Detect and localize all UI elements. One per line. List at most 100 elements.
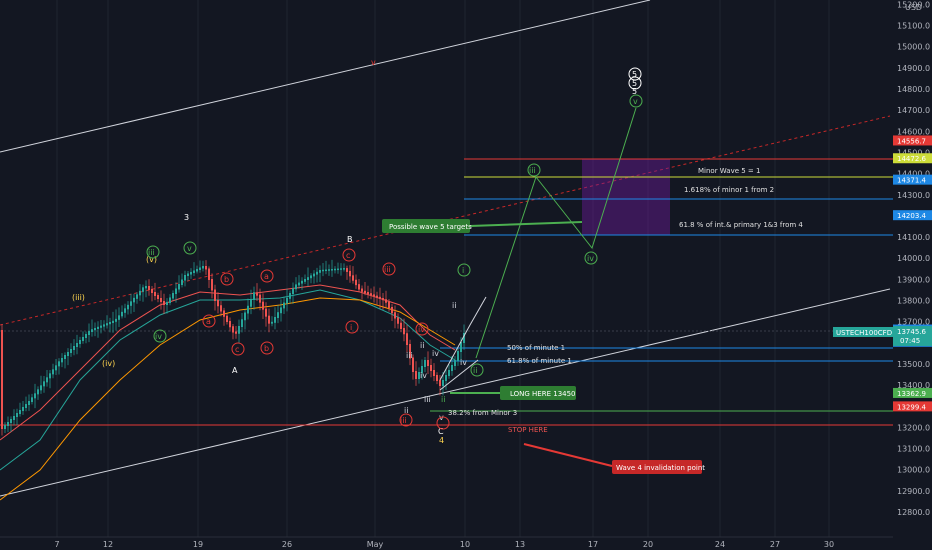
trend-channel[interactable] [0,0,891,497]
candle-body [4,425,6,429]
candle-body [142,287,144,292]
candle-body [319,270,321,273]
wave4-invalidation-callout[interactable]: Wave 4 invalidation point [612,460,705,474]
candle-body [55,365,57,371]
target-zone[interactable] [582,159,670,235]
svg-text:iii: iii [148,248,155,257]
candle-body [91,329,93,332]
candle-body [325,269,327,272]
candle-body [406,333,408,345]
candle-body [127,304,129,310]
time-tick: 24 [715,540,725,549]
svg-text:(iv): (iv) [102,359,115,368]
price-tick: 14100.0 [897,233,930,242]
candle-body [178,284,180,290]
price-tick: 13500.0 [897,360,930,369]
price-axis-bg [893,0,932,550]
current-price-tag[interactable]: USTECH100CFD 13745.6 07:45 [833,326,932,346]
price-tick: 13000.0 [897,466,930,475]
svg-text:07:45: 07:45 [900,337,920,345]
time-tick: 20 [643,540,653,549]
svg-text:C: C [438,427,444,436]
svg-text:c: c [346,251,350,260]
candle-body [10,419,12,423]
candle-body [265,308,267,317]
time-tick: 7 [54,540,59,549]
candle-body [163,301,165,305]
candle-body [247,305,249,314]
candle-body [100,325,102,328]
candle-body [427,360,429,366]
svg-text:i: i [350,323,352,332]
price-tick: 14500.0 [897,148,930,157]
candle-body [52,369,54,375]
candle-body [166,302,168,305]
svg-text:a: a [206,317,211,326]
candle-body [79,340,81,344]
projection-path[interactable] [475,107,637,359]
wave5-targets-callout[interactable]: Possible wave 5 targets [382,219,472,233]
svg-text:Wave 4 invalidation point: Wave 4 invalidation point [616,464,705,472]
candle-body [256,292,258,296]
candle-body [13,416,15,420]
candle-body [352,275,354,281]
candle-body [31,397,33,402]
candle-body [367,292,369,295]
candle-body [277,312,279,318]
svg-text:B: B [347,235,353,244]
candle-body [154,292,156,296]
price-tick: 15100.0 [897,22,930,31]
candle-body [304,279,306,282]
candle-body [355,279,357,286]
wave-label-circles [146,67,643,430]
candles [1,259,465,436]
candle-body [73,346,75,350]
candle-body [361,288,363,292]
long-here-callout[interactable]: LONG HERE 13450 [500,386,576,400]
price-tick: 13200.0 [897,423,930,432]
candle-body [238,326,240,334]
candle-body [175,288,177,294]
svg-text:5: 5 [632,70,637,79]
candle-body [106,323,108,326]
time-tick: 10 [460,540,470,549]
price-tag-box [893,153,932,164]
candle-body [457,351,459,361]
candle-body [259,294,261,303]
svg-text:iii: iii [406,351,413,360]
candle-body [283,302,285,309]
candle-body [19,410,21,414]
candle-body [1,330,3,429]
candle-body [199,267,201,270]
price-tick: 13700.0 [897,318,930,327]
svg-text:i: i [462,266,464,275]
price-tick: 14300.0 [897,191,930,200]
candle-body [151,289,153,293]
candle-body [328,269,330,271]
candle-body [442,380,444,386]
candle-body [370,293,372,296]
price-tag-value: 14371.4 [897,177,926,185]
time-tick: 13 [515,540,525,549]
svg-text:A: A [232,366,238,375]
svg-text:5: 5 [632,79,637,88]
candle-body [394,312,396,319]
candle-body [403,328,405,335]
candle-body [211,279,213,291]
candle-body [448,370,450,376]
price-tick: 12900.0 [897,487,930,496]
svg-text:iv: iv [460,358,467,367]
candle-body [388,301,390,308]
candle-body [445,375,447,381]
time-axis[interactable]: 7 12 19 26 May 10 13 17 20 24 27 30 [54,540,834,549]
price-tag-value: 14472.6 [897,155,926,163]
svg-text:iii: iii [400,416,407,425]
candle-body [340,268,342,270]
candle-body [307,277,309,280]
candle-body [61,358,63,363]
minute-50-label: 50% of minute 1 [507,344,565,352]
svg-text:ii: ii [452,301,456,310]
candle-body [250,299,252,307]
candle-body [235,331,237,334]
